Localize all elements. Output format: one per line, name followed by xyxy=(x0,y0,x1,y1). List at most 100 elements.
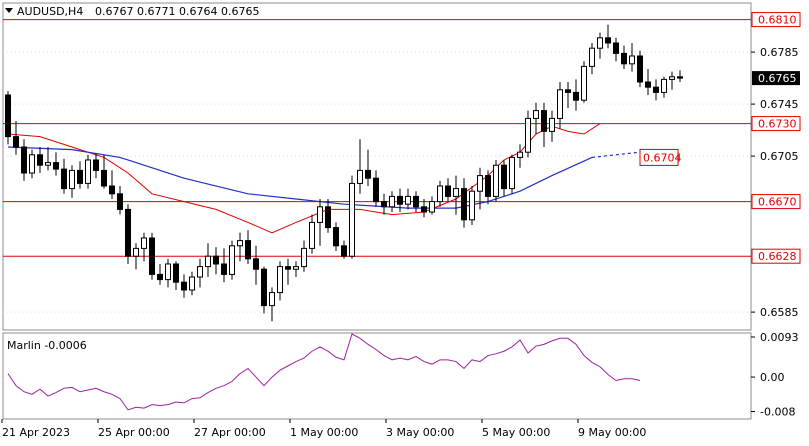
candle[interactable] xyxy=(629,43,635,72)
bear-candle-body xyxy=(253,258,259,270)
candle[interactable] xyxy=(85,154,91,189)
candle[interactable] xyxy=(61,158,67,194)
bear-candle-body xyxy=(61,168,67,190)
candle[interactable] xyxy=(373,170,379,207)
candle[interactable] xyxy=(293,261,299,277)
candle[interactable] xyxy=(165,258,171,288)
candle[interactable] xyxy=(173,261,179,290)
candle[interactable] xyxy=(21,139,27,181)
candle[interactable] xyxy=(157,264,163,285)
candle[interactable] xyxy=(45,147,51,171)
candle[interactable] xyxy=(149,232,155,280)
candle[interactable] xyxy=(125,204,131,264)
candle[interactable] xyxy=(5,91,11,145)
candle[interactable] xyxy=(653,79,659,101)
candle[interactable] xyxy=(485,170,491,205)
candle[interactable] xyxy=(237,232,243,262)
candle[interactable] xyxy=(141,232,147,262)
candle[interactable] xyxy=(53,152,59,176)
bear-candle-body xyxy=(149,237,155,275)
bear-candle-body xyxy=(573,91,579,101)
candle[interactable] xyxy=(221,248,227,283)
candle[interactable] xyxy=(77,161,83,189)
candle[interactable] xyxy=(645,69,651,95)
candles-layer[interactable] xyxy=(5,24,683,322)
candle[interactable] xyxy=(437,180,443,207)
candle[interactable] xyxy=(621,45,627,69)
candle[interactable] xyxy=(509,154,515,194)
candle[interactable] xyxy=(181,274,187,298)
candle[interactable] xyxy=(557,82,563,129)
bear-candle-body xyxy=(461,188,467,221)
candle[interactable] xyxy=(277,261,283,301)
bull-candle-body xyxy=(597,37,603,49)
candle[interactable] xyxy=(37,147,43,173)
candle[interactable] xyxy=(189,271,195,296)
candle[interactable] xyxy=(533,102,539,134)
candle[interactable] xyxy=(573,79,579,111)
candle[interactable] xyxy=(565,82,571,108)
candle[interactable] xyxy=(317,199,323,246)
candle[interactable] xyxy=(197,258,203,288)
candle[interactable] xyxy=(413,191,419,212)
candle[interactable] xyxy=(253,245,259,285)
candle[interactable] xyxy=(205,243,211,277)
candle[interactable] xyxy=(133,243,139,270)
candle[interactable] xyxy=(357,139,363,194)
candle[interactable] xyxy=(637,50,643,88)
candle[interactable] xyxy=(445,178,451,202)
candle[interactable] xyxy=(469,186,475,225)
candle[interactable] xyxy=(501,160,507,197)
bull-candle-body xyxy=(669,76,675,80)
candle[interactable] xyxy=(229,240,235,280)
candle[interactable] xyxy=(453,175,459,215)
candle[interactable] xyxy=(669,71,675,90)
candle[interactable] xyxy=(677,70,683,82)
bull-candle-body xyxy=(229,245,235,275)
candle[interactable] xyxy=(101,154,107,189)
candle[interactable] xyxy=(477,167,483,210)
candle[interactable] xyxy=(429,196,435,215)
candle[interactable] xyxy=(69,165,75,198)
candle[interactable] xyxy=(109,170,115,199)
candle[interactable] xyxy=(245,230,251,264)
candle[interactable] xyxy=(285,258,291,285)
candle[interactable] xyxy=(549,110,555,142)
candle[interactable] xyxy=(421,199,427,218)
candle[interactable] xyxy=(269,287,275,322)
candle[interactable] xyxy=(301,240,307,272)
candle[interactable] xyxy=(589,43,595,75)
candle[interactable] xyxy=(397,188,403,212)
candle[interactable] xyxy=(261,266,267,314)
candle[interactable] xyxy=(525,110,531,158)
candle[interactable] xyxy=(309,214,315,254)
price-axis: 0.6785 0.6745 0.6705 0.6585 0.6810 0.6730 0.66… xyxy=(751,12,801,319)
candle[interactable] xyxy=(405,188,411,210)
candle[interactable] xyxy=(541,102,547,147)
candle[interactable] xyxy=(461,178,467,228)
candle[interactable] xyxy=(493,160,499,202)
candle[interactable] xyxy=(349,175,355,259)
candle[interactable] xyxy=(13,121,19,155)
bear-candle-body xyxy=(653,86,659,93)
candle[interactable] xyxy=(117,186,123,215)
candle[interactable] xyxy=(333,222,339,251)
candle[interactable] xyxy=(29,149,35,179)
candle[interactable] xyxy=(325,199,331,233)
candle[interactable] xyxy=(389,191,395,212)
candle[interactable] xyxy=(341,240,347,259)
candle[interactable] xyxy=(213,247,219,275)
time-tick-label: 1 May 00:00 xyxy=(290,426,358,439)
candle[interactable] xyxy=(93,153,99,179)
candle[interactable] xyxy=(381,193,387,215)
candle[interactable] xyxy=(597,32,603,59)
symbol-menu-icon[interactable] xyxy=(5,8,13,13)
candle[interactable] xyxy=(613,37,619,62)
candle[interactable] xyxy=(517,144,523,168)
candle[interactable] xyxy=(581,61,587,103)
candle[interactable] xyxy=(605,24,611,49)
candle[interactable] xyxy=(365,149,371,186)
bear-candle-body xyxy=(109,185,115,195)
candle[interactable] xyxy=(661,76,667,98)
